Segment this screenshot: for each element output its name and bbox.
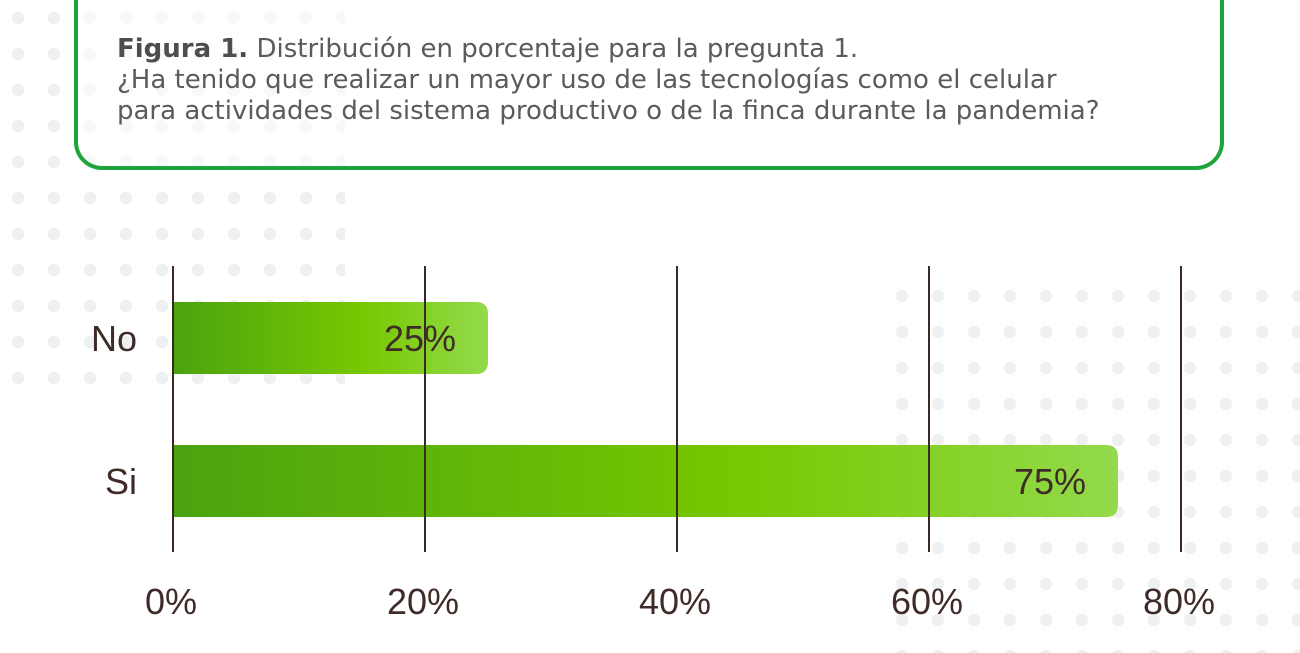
category-label: No (91, 318, 137, 359)
x-tick-label: 0% (145, 581, 197, 622)
caption-line-1: Distribución en porcentaje para la pregu… (256, 34, 859, 64)
caption-frame (74, 0, 1224, 170)
figure-caption: Figura 1. Distribución en porcentaje par… (117, 34, 1197, 127)
caption-line-2: ¿Ha tenido que realizar un mayor uso de … (117, 65, 1057, 95)
x-tick-label: 80% (1143, 581, 1215, 622)
bar-si (173, 445, 1118, 517)
x-tick-label: 20% (387, 581, 459, 622)
x-tick-label: 60% (891, 581, 963, 622)
bar-no (173, 302, 488, 374)
bar-value-label: 75% (1014, 461, 1086, 502)
category-label: Si (105, 461, 137, 502)
caption-label: Figura 1. (117, 34, 249, 64)
bar-value-label: 25% (384, 318, 456, 359)
x-tick-label: 40% (639, 581, 711, 622)
caption-line-3: para actividades del sistema productivo … (117, 96, 1100, 126)
